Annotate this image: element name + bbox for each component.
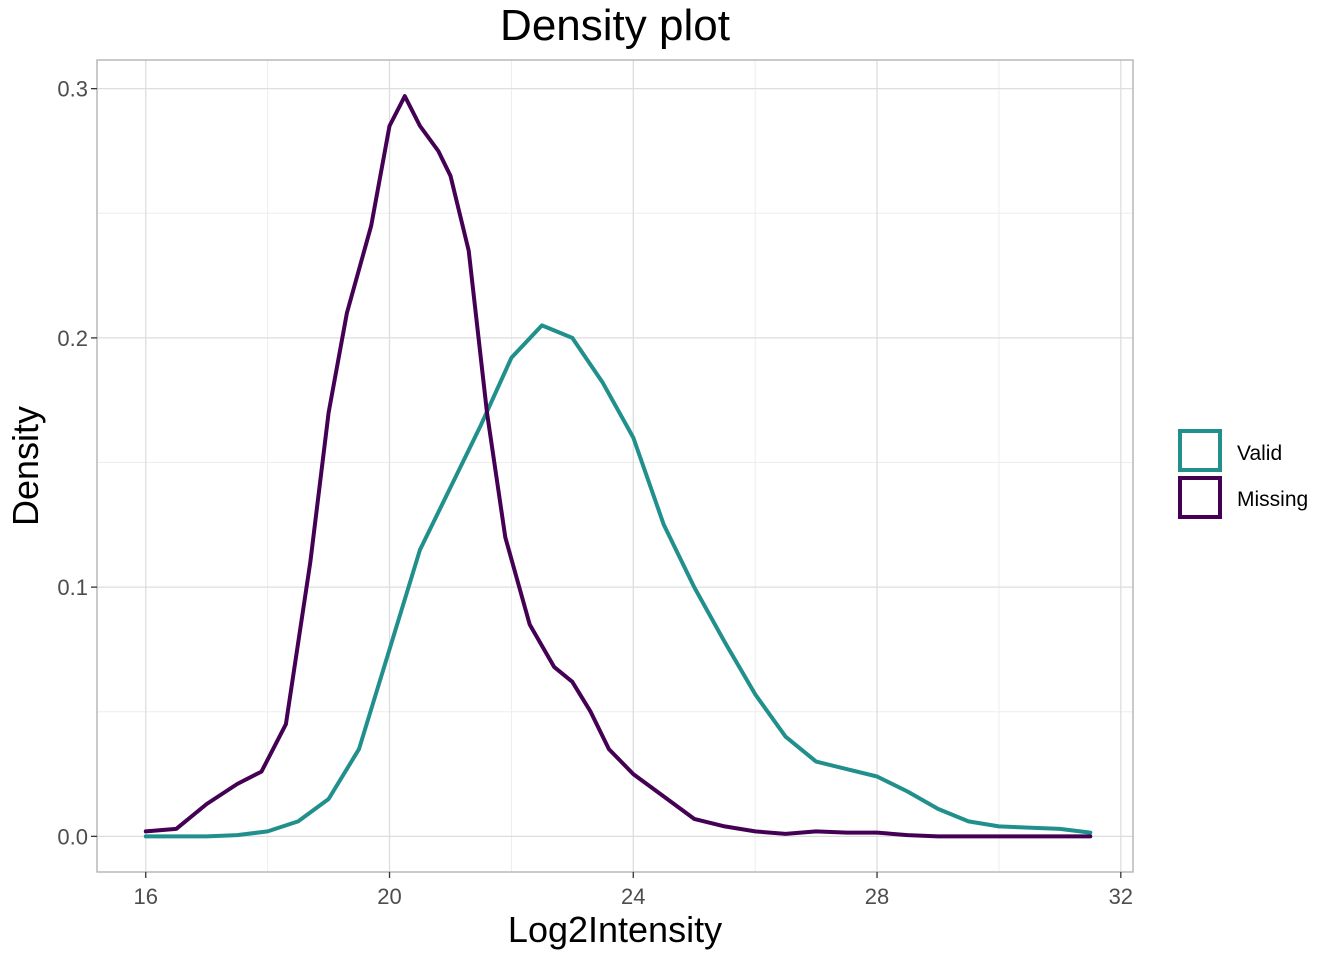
series-line-missing (143, 94, 1093, 839)
legend-label-missing: Missing (1237, 488, 1308, 511)
x-axis-title: Log2Intensity (508, 909, 722, 950)
axis-ticks: 16 20 24 28 32 0.0 0.1 0.2 0.3 (57, 77, 1133, 909)
x-tick-label: 28 (865, 884, 889, 909)
y-tick-label: 0.3 (57, 77, 88, 102)
x-tick-label: 20 (377, 884, 401, 909)
legend-label-valid: Valid (1237, 442, 1282, 465)
y-tick-label: 0.2 (57, 326, 88, 351)
y-tick-label: 0.1 (57, 575, 88, 600)
x-tick-label: 24 (621, 884, 645, 909)
plot-border (96, 59, 1134, 873)
legend-key-missing (1178, 476, 1222, 519)
series-line-valid (143, 323, 1093, 839)
legend: Valid Missing (1178, 429, 1308, 519)
x-tick-label: 32 (1109, 884, 1133, 909)
chart-title: Density plot (500, 1, 730, 50)
y-axis-title: Density (5, 406, 46, 526)
series-layer (143, 94, 1093, 839)
x-tick-label: 16 (134, 884, 158, 909)
legend-key-valid (1178, 429, 1222, 472)
y-tick-label: 0.0 (57, 824, 88, 849)
